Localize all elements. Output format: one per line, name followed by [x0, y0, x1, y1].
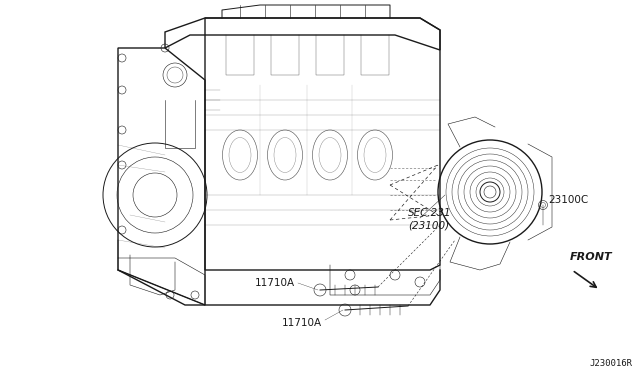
- Text: J230016R: J230016R: [589, 359, 632, 368]
- Text: 11710A: 11710A: [255, 278, 295, 288]
- Text: 11710A: 11710A: [282, 318, 322, 328]
- Text: 23100C: 23100C: [548, 195, 588, 205]
- Text: FRONT: FRONT: [570, 252, 612, 262]
- Text: (23100): (23100): [408, 220, 449, 230]
- Text: SEC.231: SEC.231: [408, 208, 451, 218]
